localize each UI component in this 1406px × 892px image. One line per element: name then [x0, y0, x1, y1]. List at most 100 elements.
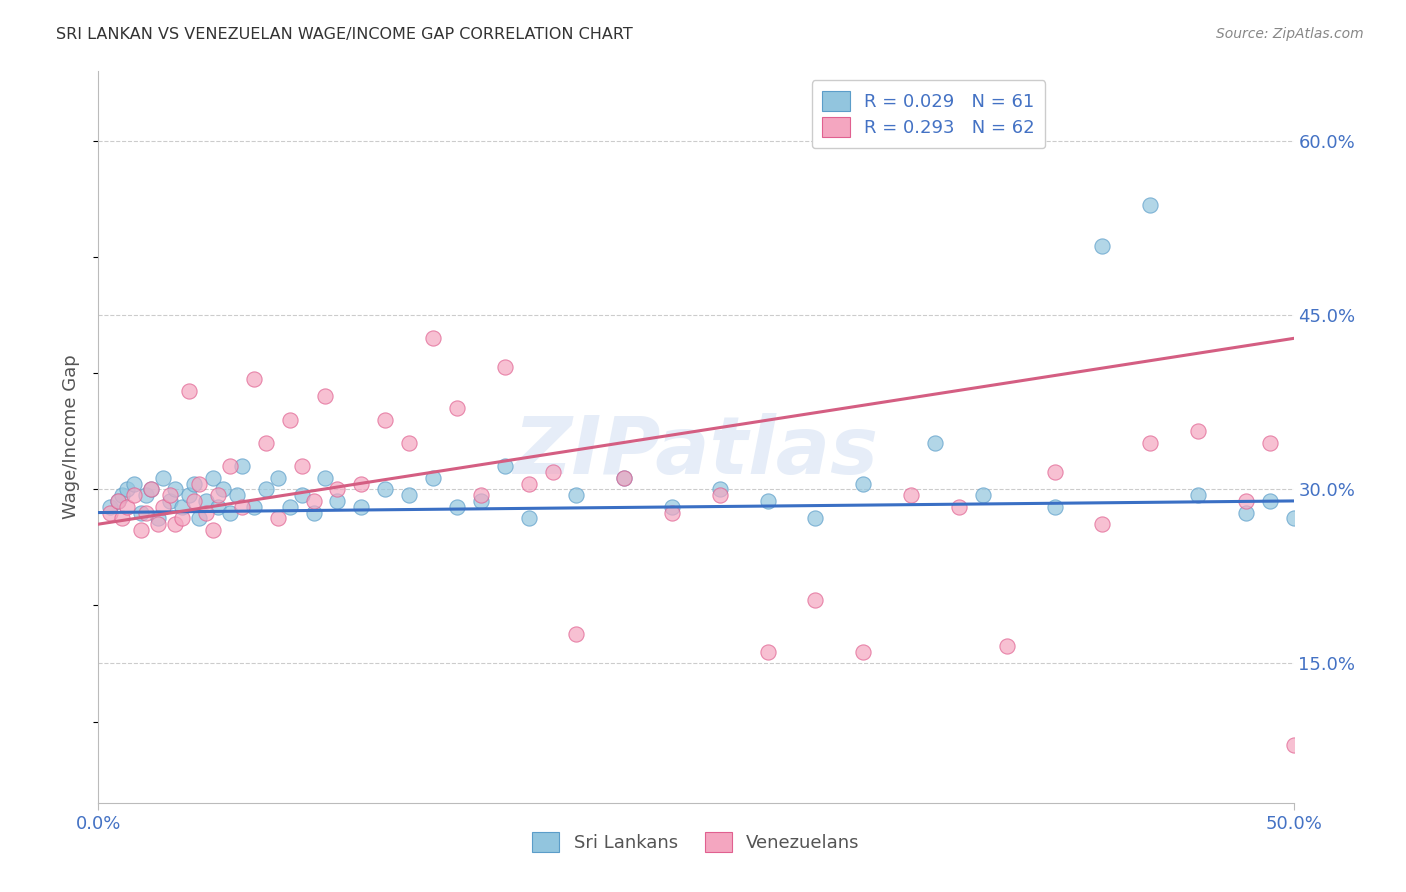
- Point: [565, 488, 588, 502]
- Point: [446, 500, 468, 514]
- Point: [326, 483, 349, 497]
- Point: [1330, 500, 1353, 514]
- Point: [243, 372, 266, 386]
- Point: [207, 500, 229, 514]
- Point: [1378, 488, 1400, 502]
- Point: [1306, 494, 1329, 508]
- Point: [302, 494, 325, 508]
- Point: [315, 471, 337, 485]
- Point: [131, 523, 153, 537]
- Point: [243, 500, 266, 514]
- Point: [900, 488, 922, 502]
- Point: [226, 488, 249, 502]
- Point: [565, 627, 588, 641]
- Point: [115, 500, 138, 514]
- Point: [972, 488, 994, 502]
- Text: Source: ZipAtlas.com: Source: ZipAtlas.com: [1216, 27, 1364, 41]
- Point: [709, 483, 731, 497]
- Legend: Sri Lankans, Venezuelans: Sri Lankans, Venezuelans: [524, 825, 868, 860]
- Point: [211, 483, 233, 497]
- Point: [291, 459, 314, 474]
- Point: [948, 500, 970, 514]
- Point: [804, 511, 827, 525]
- Point: [159, 494, 181, 508]
- Point: [374, 412, 396, 426]
- Point: [254, 436, 277, 450]
- Point: [131, 506, 153, 520]
- Point: [494, 459, 516, 474]
- Text: ZIPatlas: ZIPatlas: [513, 413, 879, 491]
- Point: [207, 488, 229, 502]
- Point: [1258, 436, 1281, 450]
- Point: [924, 436, 946, 450]
- Point: [152, 471, 174, 485]
- Point: [494, 360, 516, 375]
- Point: [315, 389, 337, 403]
- Point: [1282, 511, 1305, 525]
- Point: [1234, 506, 1257, 520]
- Point: [148, 517, 170, 532]
- Point: [470, 488, 492, 502]
- Point: [267, 471, 290, 485]
- Point: [398, 488, 420, 502]
- Point: [202, 471, 225, 485]
- Y-axis label: Wage/Income Gap: Wage/Income Gap: [62, 355, 80, 519]
- Point: [398, 436, 420, 450]
- Point: [291, 488, 314, 502]
- Point: [219, 506, 242, 520]
- Point: [1234, 494, 1257, 508]
- Point: [470, 494, 492, 508]
- Point: [107, 494, 129, 508]
- Point: [152, 500, 174, 514]
- Point: [202, 523, 225, 537]
- Point: [98, 500, 122, 514]
- Point: [278, 500, 301, 514]
- Point: [231, 459, 253, 474]
- Point: [172, 500, 194, 514]
- Point: [135, 506, 157, 520]
- Point: [350, 500, 373, 514]
- Point: [661, 500, 683, 514]
- Point: [756, 645, 779, 659]
- Text: SRI LANKAN VS VENEZUELAN WAGE/INCOME GAP CORRELATION CHART: SRI LANKAN VS VENEZUELAN WAGE/INCOME GAP…: [56, 27, 633, 42]
- Point: [374, 483, 396, 497]
- Point: [661, 506, 683, 520]
- Point: [1258, 494, 1281, 508]
- Point: [124, 488, 146, 502]
- Point: [187, 511, 209, 525]
- Point: [172, 511, 194, 525]
- Point: [278, 412, 301, 426]
- Point: [756, 494, 779, 508]
- Point: [135, 488, 157, 502]
- Point: [1378, 604, 1400, 618]
- Point: [1282, 738, 1305, 752]
- Point: [115, 483, 138, 497]
- Point: [302, 506, 325, 520]
- Point: [1043, 500, 1066, 514]
- Point: [163, 517, 186, 532]
- Point: [111, 488, 134, 502]
- Point: [326, 494, 349, 508]
- Point: [517, 511, 540, 525]
- Point: [804, 592, 827, 607]
- Point: [107, 494, 129, 508]
- Point: [163, 483, 186, 497]
- Point: [159, 488, 181, 502]
- Point: [179, 488, 201, 502]
- Point: [195, 506, 218, 520]
- Point: [1187, 488, 1209, 502]
- Point: [254, 483, 277, 497]
- Point: [124, 476, 146, 491]
- Point: [183, 494, 205, 508]
- Point: [1139, 198, 1161, 212]
- Point: [995, 639, 1018, 653]
- Point: [183, 476, 205, 491]
- Point: [517, 476, 540, 491]
- Point: [148, 511, 170, 525]
- Point: [446, 401, 468, 415]
- Point: [187, 476, 209, 491]
- Point: [1043, 465, 1066, 479]
- Point: [195, 494, 218, 508]
- Point: [613, 471, 636, 485]
- Point: [709, 488, 731, 502]
